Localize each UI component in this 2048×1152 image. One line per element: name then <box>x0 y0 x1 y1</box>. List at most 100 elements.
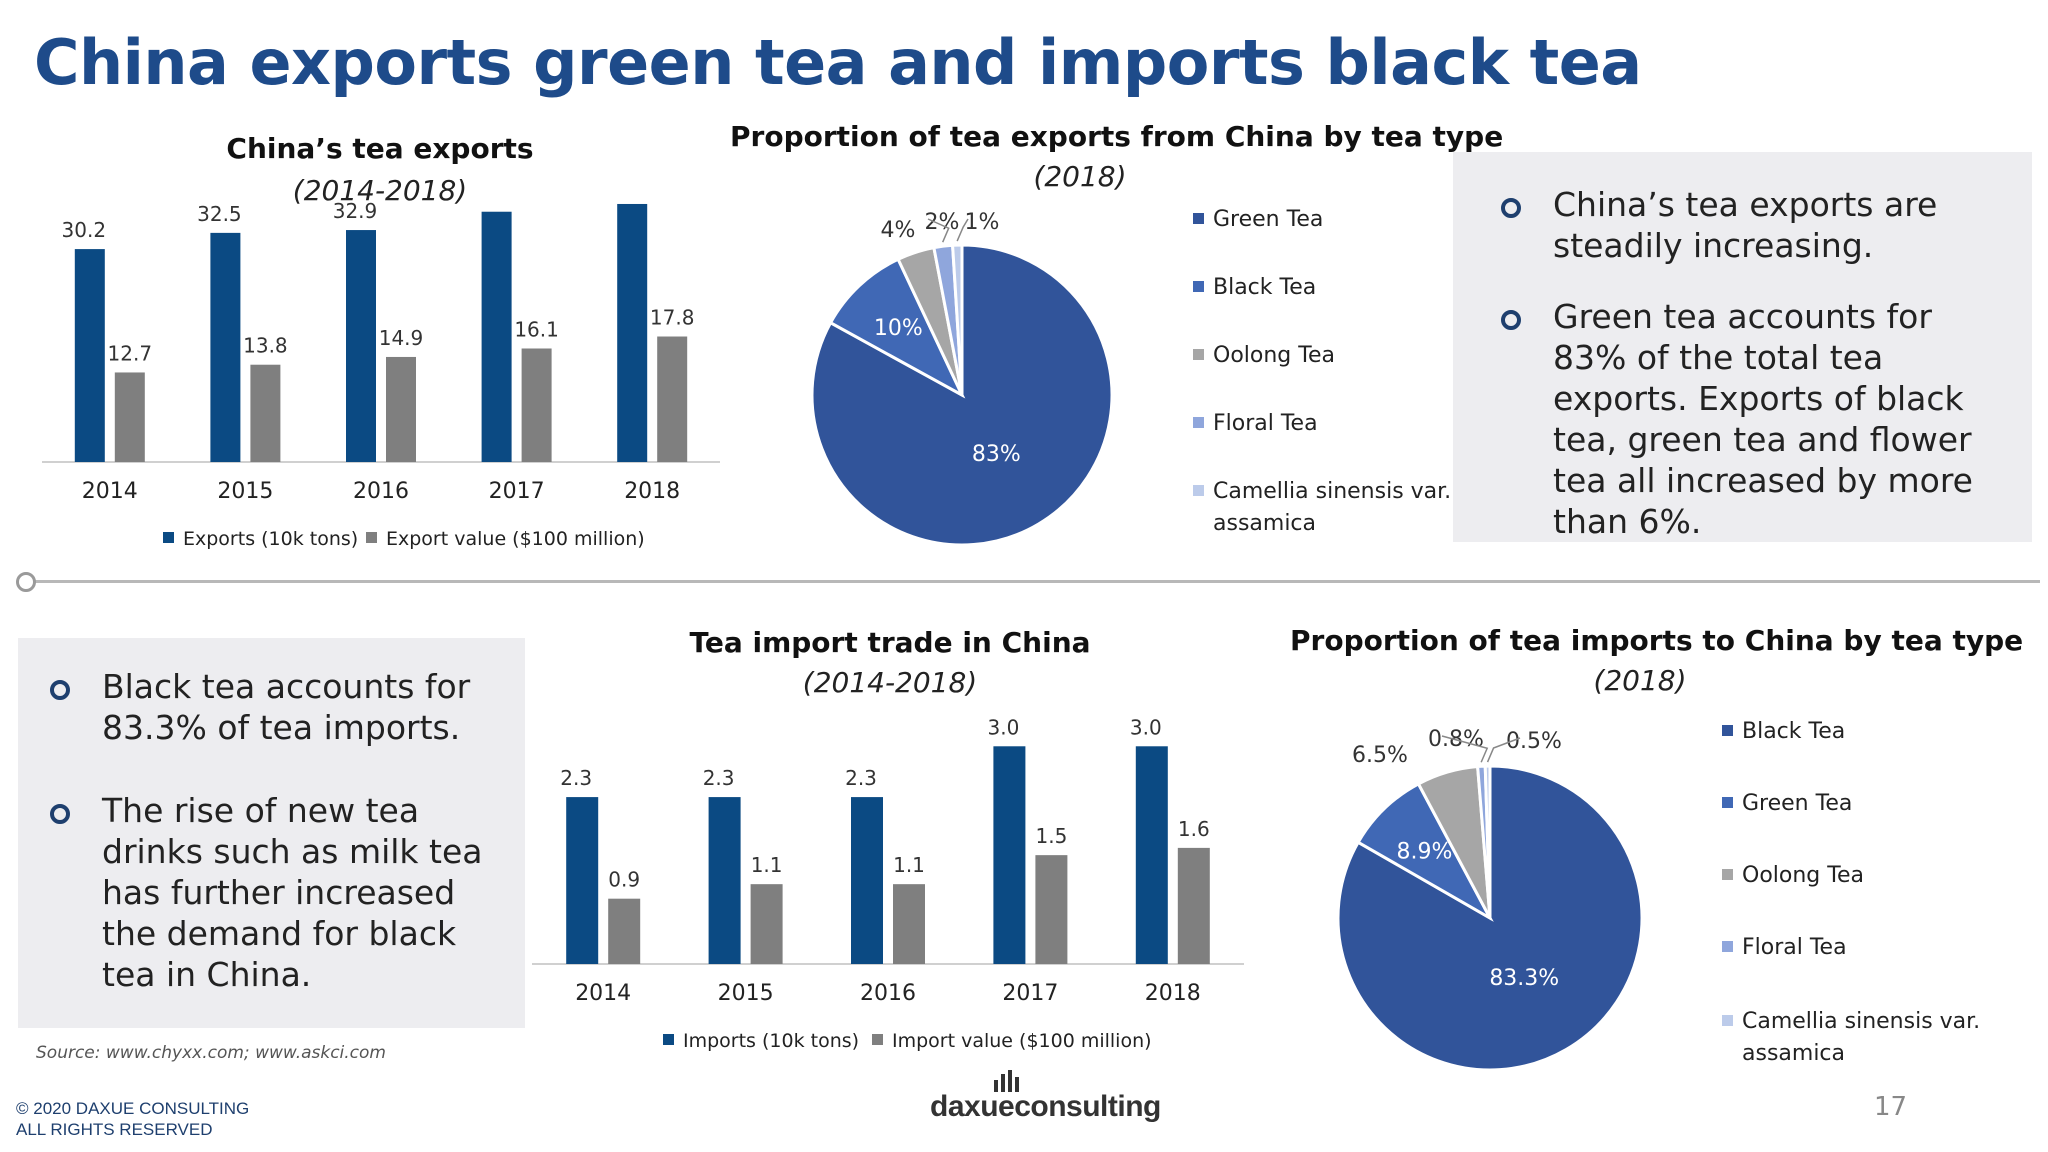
logo-text: daxueconsulting <box>930 1090 1161 1123</box>
bar-volume <box>481 211 512 462</box>
legend-swatch <box>872 1034 883 1045</box>
pie-slice <box>828 257 966 399</box>
legend-swatch <box>1722 868 1733 880</box>
exports-bar-subtitle: (2014-2018) <box>292 174 468 207</box>
legend-swatch <box>663 1034 674 1045</box>
bullet-circle-icon <box>1501 310 1521 330</box>
data-label: 2.3 <box>560 766 592 790</box>
bar-volume <box>566 797 599 964</box>
tick-label: 2017 <box>489 479 545 504</box>
imports-pie-legend-black: Black Tea <box>1722 716 1845 748</box>
legend-label-cont: assamica <box>1213 511 1317 536</box>
data-label: 17.8 <box>650 306 695 330</box>
bullet-circle-icon <box>50 680 70 700</box>
exports-bar-title: China’s tea exports <box>226 132 534 165</box>
leader-line <box>1486 737 1521 763</box>
section-divider <box>22 580 2040 583</box>
legend-swatch <box>366 532 377 543</box>
legend-label: Black Tea <box>1742 719 1846 744</box>
imports-pie-legend-floral: Floral Tea <box>1722 932 1847 964</box>
pie-slice <box>1483 764 1492 919</box>
export-note: China’s tea exports are steadily increas… <box>1501 184 2002 266</box>
imports-legend-series-1: Imports (10k tons) <box>663 1030 859 1052</box>
page-title: China exports green tea and imports blac… <box>34 26 1642 99</box>
data-label: 0.9 <box>608 868 640 892</box>
exports-pie-legend-oolong: Oolong Tea <box>1193 340 1335 372</box>
legend-swatch <box>1193 348 1204 360</box>
export-note-text: China’s tea exports are steadily increas… <box>1553 185 1938 265</box>
imports-bar-chart: 2.3 0.9 2014 2.3 1.1 2015 2.3 1.1 2016 3.0 1.5 2017… <box>532 715 1244 1006</box>
imports-pie-subtitle: (2018) <box>1593 664 1687 697</box>
legend-swatch <box>1193 484 1204 496</box>
legend-swatch <box>1193 416 1204 428</box>
legend-label: Oolong Tea <box>1742 863 1864 888</box>
legend-label: Green Tea <box>1742 791 1853 816</box>
bar-value <box>1177 847 1210 964</box>
pie-slice <box>950 243 964 396</box>
daxue-logo: daxueconsulting <box>930 1070 1161 1124</box>
legend-label: Import value ($100 million) <box>892 1030 1152 1052</box>
legend-label: Green Tea <box>1213 207 1324 232</box>
bar-volume <box>210 232 241 462</box>
bar-volume <box>617 203 648 462</box>
legend-label: Oolong Tea <box>1213 343 1335 368</box>
bar-volume <box>346 230 376 462</box>
bar-volume <box>708 797 741 964</box>
imports-pie-legend-oolong: Oolong Tea <box>1722 860 1864 892</box>
data-label: 1.6 <box>1178 817 1210 841</box>
data-label: 1.5 <box>1035 824 1067 848</box>
pie-label: 1% <box>965 210 1000 235</box>
exports-pie-legend-floral: Floral Tea <box>1193 408 1318 440</box>
imports-pie-legend-green: Green Tea <box>1722 788 1852 820</box>
pie-label: 6.5% <box>1352 743 1408 768</box>
legend-swatch <box>1193 280 1204 292</box>
pie-label: 83% <box>972 442 1021 467</box>
copyright-line: © 2020 DAXUE CONSULTING <box>16 1099 250 1118</box>
exports-pie-legend-camellia: Camellia sinensis var. assamica <box>1193 476 1451 540</box>
legend-swatch <box>163 532 174 543</box>
data-label: 16.1 <box>514 317 559 341</box>
legend-label: Camellia sinensis var. <box>1742 1009 1981 1034</box>
data-label: 13.8 <box>243 334 288 358</box>
leader-line <box>1441 735 1489 763</box>
bar-volume <box>74 249 105 462</box>
bar-value <box>114 372 145 462</box>
pie-label: 0.5% <box>1506 729 1562 754</box>
bar-value <box>750 884 783 964</box>
tick-label: 2016 <box>353 479 409 504</box>
leader-line <box>956 218 969 242</box>
tick-label: 2015 <box>718 981 774 1006</box>
tick-label: 2017 <box>1002 981 1058 1006</box>
data-label: 14.9 <box>379 326 424 350</box>
bar-value <box>893 884 925 964</box>
legend-label: Floral Tea <box>1213 411 1318 436</box>
bar-volume <box>1135 746 1168 964</box>
data-label: 35.5 <box>468 200 513 205</box>
legend-label: Exports (10k tons) <box>183 528 359 550</box>
data-label: 30.2 <box>62 218 107 242</box>
data-label: 3.0 <box>987 715 1019 739</box>
import-notes-panel: Black tea accounts for 83.3% of tea impo… <box>18 638 525 1028</box>
exports-pie-subtitle: (2018) <box>1033 160 1127 193</box>
import-note-text: The rise of new tea drinks such as milk … <box>102 791 483 994</box>
source-note: Source: www.chyxx.com; www.askci.com <box>36 1043 386 1063</box>
copyright: © 2020 DAXUE CONSULTING ALL RIGHTS RESER… <box>16 1098 249 1140</box>
legend-label: Imports (10k tons) <box>683 1030 860 1052</box>
export-notes-list: China’s tea exports are steadily increas… <box>1453 152 2032 542</box>
legend-swatch <box>1722 940 1733 952</box>
legend-swatch <box>1193 212 1204 224</box>
data-label: 32.9 <box>333 200 378 223</box>
data-label: 32.5 <box>197 202 242 226</box>
bar-value <box>1035 855 1068 964</box>
legend-swatch <box>1722 1014 1733 1026</box>
tick-label: 2015 <box>217 479 273 504</box>
data-label: 1.1 <box>751 853 783 877</box>
imports-legend-series-2: Import value ($100 million) <box>872 1030 1152 1052</box>
import-notes-list: Black tea accounts for 83.3% of tea impo… <box>18 638 525 995</box>
export-note: Green tea accounts for 83% of the total … <box>1501 296 2002 542</box>
pie-label: 8.9% <box>1396 839 1452 864</box>
copyright-line: ALL RIGHTS RESERVED <box>16 1120 213 1139</box>
import-note: The rise of new tea drinks such as milk … <box>50 790 501 995</box>
divider-knob <box>16 572 36 592</box>
legend-label: Floral Tea <box>1742 935 1847 960</box>
